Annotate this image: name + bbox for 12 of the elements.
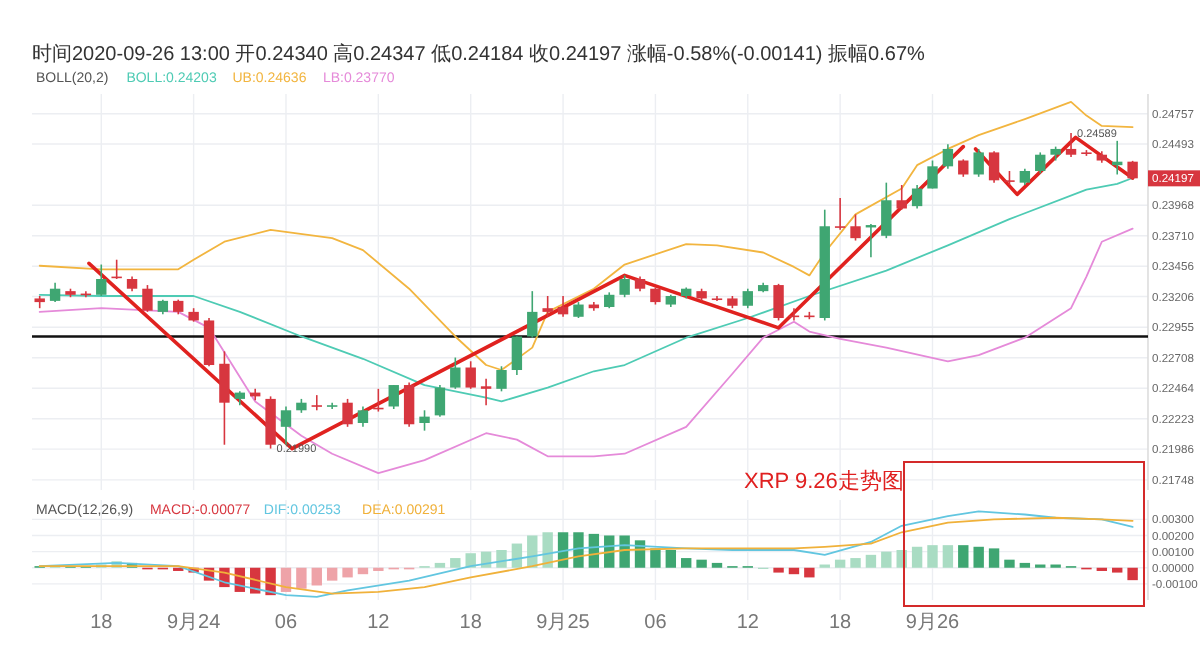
x-tick-label: 9月26: [905, 612, 961, 634]
x-tick-label: 06: [274, 612, 298, 634]
x-tick-label: 18: [90, 612, 114, 634]
x-tick-label: 06: [644, 612, 668, 634]
x-tick-label: 9月25: [536, 612, 591, 634]
x-tick-label: 12: [736, 612, 760, 634]
x-tick-label: 12: [367, 612, 391, 634]
annotation: XRP 9.26走势图: [744, 468, 904, 494]
x-tick-label: 9月24: [166, 612, 222, 634]
x-tick-label: 18: [459, 612, 483, 634]
text: 时间2020-09-26 13:00 开0.24340 高0.24347 低0.24184 收0.24197 涨幅-0.58%(-0.00141) 振幅0.67%: [32, 42, 925, 66]
x-tick-label: 18: [829, 612, 853, 634]
